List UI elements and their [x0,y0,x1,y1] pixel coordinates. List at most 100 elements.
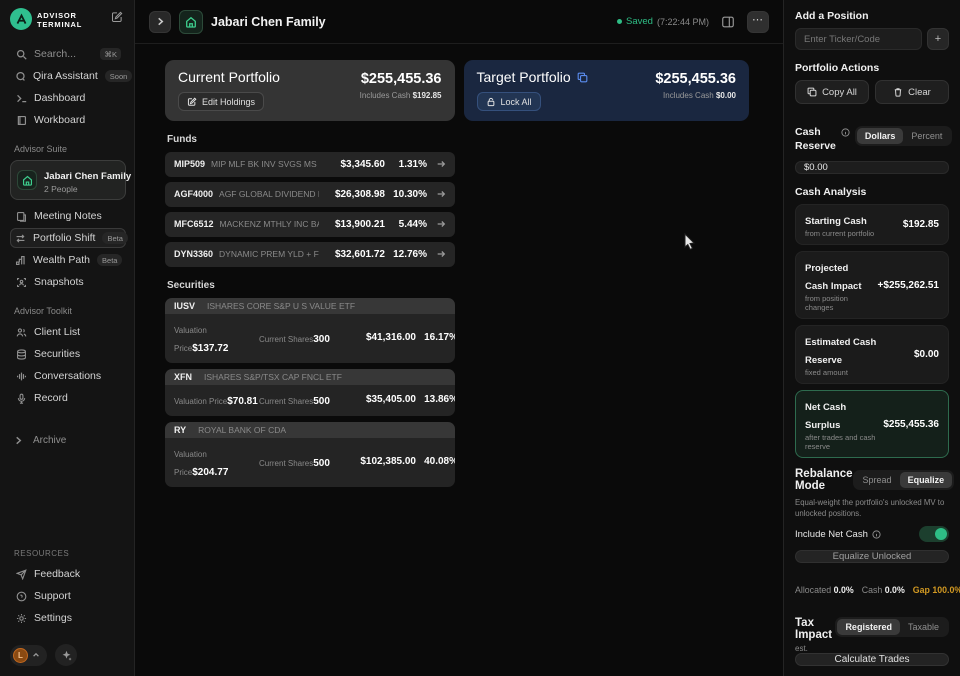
sidebar-item-support[interactable]: Support [10,586,126,606]
sidebar-item-label: Qira Assistant [33,70,98,82]
gap-stat: Gap 100.0% [912,585,960,596]
sidebar-item-client-list[interactable]: Client List [10,322,126,342]
search-input[interactable]: Search... ⌘K [10,44,126,64]
include-net-cash-label: Include Net Cash [795,529,881,540]
sidebar-item-qira-assistant[interactable]: Qira Assistant Soon [10,66,133,86]
saved-time: (7:22:44 PM) [656,16,709,27]
lock-all-button[interactable]: Lock All [476,92,541,111]
arrow-right-icon [436,249,446,259]
section-advisor-toolkit: Advisor Toolkit [14,306,72,316]
saved-dot-icon [617,19,623,24]
sidebar-item-label: Securities [34,348,81,360]
sidebar-item-meeting-notes[interactable]: Meeting Notes [10,206,126,226]
sidebar-item-label: Portfolio Shift [33,232,96,244]
current-cash-note: Includes Cash $192.85 [359,91,442,100]
fund-row-dyn3360[interactable]: DYN3360 DYNAMIC PREM YLD + FD SR A -FE $… [165,241,455,267]
notes-icon [15,211,27,222]
sidebar-item-workboard[interactable]: Workboard [10,110,126,130]
current-portfolio-card: Current Portfolio Edit Holdings $255,455… [165,60,455,121]
cash-row-estimated-reserve: Estimated Cash Reserve fixed amount $0.00 [795,325,949,385]
sidebar-item-label: Client List [34,326,81,338]
fund-row-agf4000[interactable]: AGF4000 AGF GLOBAL DIVIDEND FUND -FE $26… [165,181,455,207]
sidebar: ADVISOR TERMINAL Search... ⌘K Qira Assist… [0,0,135,676]
cash-reserve-input[interactable] [795,161,949,175]
sidebar-item-archive[interactable]: Archive [10,432,126,449]
trash-icon [894,88,902,97]
user-menu[interactable]: L [10,644,47,666]
copy-all-button[interactable]: Copy All [795,80,869,104]
expand-sidebar-button[interactable] [149,10,171,33]
arrow-right-icon [436,189,446,199]
people-icon [15,327,27,338]
rebalance-caption: Equal-weight the portfolio's unlocked MV… [795,498,945,518]
plus-icon: + [934,33,942,45]
client-name: Jabari Chen Family [44,171,132,182]
help-icon [15,591,27,602]
calculate-trades-button[interactable]: Calculate Trades [795,653,949,667]
home-icon [186,16,196,28]
equalize-unlocked-button[interactable]: Equalize Unlocked [795,550,949,564]
sidebar-item-snapshots[interactable]: Snapshots [10,272,126,292]
mode-percent-option[interactable]: Percent [911,131,943,141]
tax-impact-sub: est. [795,644,808,654]
sidebar-item-dashboard[interactable]: Dashboard [10,88,126,108]
security-card-iusv[interactable]: IUSV ISHARES CORE S&P U S VALUE ETF Valu… [165,297,455,363]
save-status: Saved (7:22:44 PM) [617,16,709,27]
target-total: $255,455.36 [655,71,736,87]
sparkles-icon [62,650,72,661]
add-position-title: Add a Position [795,10,869,22]
soon-badge: Soon [104,70,133,82]
security-card-xfn[interactable]: XFN ISHARES S&P/TSX CAP FNCL ETF Valuati… [165,368,455,416]
arrow-right-icon [436,159,446,169]
funds-label: Funds [167,133,197,145]
toggle-panel-button[interactable] [717,11,739,33]
ticker-input[interactable] [795,28,922,50]
more-options-button[interactable]: ⋯ [747,10,769,33]
send-icon [15,568,27,580]
sidebar-item-settings[interactable]: Settings [10,608,126,628]
sidebar-item-label: Dashboard [34,92,86,104]
clear-button[interactable]: Clear [875,80,949,104]
include-net-cash-toggle[interactable] [919,526,949,543]
sidebar-item-label: Archive [33,435,67,446]
compose-button[interactable] [108,8,126,26]
trade-setup-panel: Add a Position + Portfolio Actions Copy … [783,0,960,676]
sidebar-item-securities[interactable]: Securities [10,344,126,364]
sidebar-client-card[interactable]: Jabari Chen Family 2 People [10,160,131,200]
mode-dollars-option[interactable]: Dollars [856,128,904,144]
sidebar-item-record[interactable]: Record [10,388,126,408]
beta-badge: Beta [102,232,128,244]
sidebar-item-feedback[interactable]: Feedback [10,564,126,584]
snapshot-icon [15,277,27,288]
equalize-option[interactable]: Equalize [899,472,953,489]
registered-option[interactable]: Registered [837,619,900,636]
sidebar-item-portfolio-shift[interactable]: Portfolio Shift Beta [10,228,128,248]
fund-row-mfc6512[interactable]: MFC6512 MACKENZ MTHLY INC BAL PORT -FE $… [165,211,455,237]
portfolio-shift-body: Current Portfolio Edit Holdings $255,455… [135,44,783,676]
chevron-right-icon [157,17,163,26]
add-position-button[interactable]: + [927,28,949,50]
sidebar-item-label: Workboard [34,114,86,126]
home-button[interactable] [179,9,203,34]
sparkles-button[interactable] [55,644,77,666]
fund-row-mip509[interactable]: MIP509 MIP MLF BK INV SVGS MS -NL $3,345… [165,151,455,177]
sidebar-item-conversations[interactable]: Conversations [10,366,126,386]
copy-icon[interactable] [577,72,588,83]
cash-row-projected-impact: Projected Cash Impact from position chang… [795,251,949,320]
edit-icon [111,11,123,23]
info-icon [872,530,881,539]
sidebar-item-wealth-path[interactable]: Wealth Path Beta [10,250,126,270]
copy-icon [807,87,817,97]
panel-icon [722,16,734,27]
qira-icon [15,71,26,82]
wealth-path-icon [15,255,26,266]
taxable-option[interactable]: Taxable [907,622,939,633]
cash-row-net-surplus: Net Cash Surplus after trades and cash re… [795,390,949,459]
spread-option[interactable]: Spread [862,475,892,486]
allocation-stats: Allocated 0.0% Cash 0.0% Gap 100.0% [795,585,960,595]
saved-label: Saved [626,16,653,27]
avatar: L [13,647,28,663]
edit-holdings-button[interactable]: Edit Holdings [178,92,265,111]
security-card-ry[interactable]: RY ROYAL BANK OF CDA Valuation Price$204… [165,421,455,487]
waveform-icon [15,371,27,382]
